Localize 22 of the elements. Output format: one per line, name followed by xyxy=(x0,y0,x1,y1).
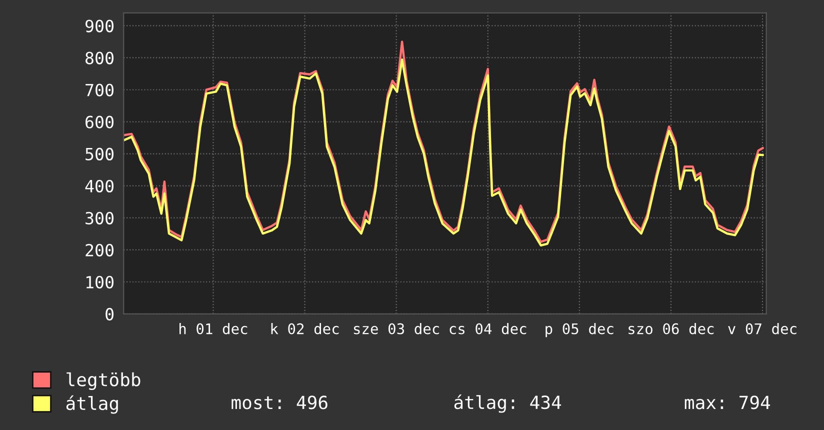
y-tick-label: 800 xyxy=(86,52,114,64)
y-tick-label: 300 xyxy=(86,212,114,224)
legend-label: átlag xyxy=(66,395,118,414)
legend-label: legtöbb xyxy=(66,372,140,390)
y-tick-label: 100 xyxy=(86,276,114,288)
y-tick-label: 0 xyxy=(106,308,114,321)
y-tick-label: 500 xyxy=(86,148,114,160)
x-tick-label: h 01 dec xyxy=(180,323,248,334)
x-tick-label: cs 04 dec xyxy=(450,323,526,334)
text: max: 794 xyxy=(684,396,770,410)
text: átlag: 434 xyxy=(454,394,562,413)
x-tick-label: szo 06 dec xyxy=(628,323,714,334)
text: most: 496 xyxy=(232,396,328,410)
y-tick-label: 900 xyxy=(86,20,114,32)
x-tick-label: sze 03 dec xyxy=(354,323,440,334)
y-tick-label: 400 xyxy=(85,180,114,192)
y-tick-label: 700 xyxy=(86,84,114,96)
y-tick-label: 600 xyxy=(86,116,114,128)
x-tick-label: v 07 dec xyxy=(728,323,796,334)
x-tick-label: k 02 dec xyxy=(271,323,339,334)
x-tick-label: p 05 dec xyxy=(546,323,614,338)
y-tick-label: 200 xyxy=(86,244,114,256)
